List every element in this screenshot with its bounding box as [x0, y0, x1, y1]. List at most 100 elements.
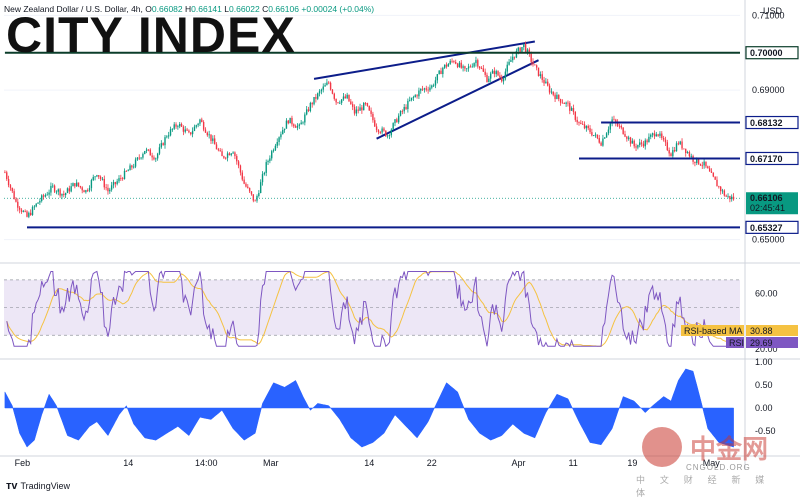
candle-body	[510, 60, 512, 62]
candle-body	[650, 134, 652, 137]
candle-body	[326, 82, 328, 86]
candle-body	[657, 134, 659, 136]
candle-body	[732, 196, 735, 200]
candle-body	[280, 134, 282, 138]
candle-body	[565, 102, 567, 104]
candle-body	[729, 195, 731, 200]
candle-body	[228, 153, 231, 156]
rsi-tag	[746, 337, 798, 348]
candle-body	[42, 195, 45, 197]
candle-body	[701, 165, 703, 167]
candle-body	[635, 146, 637, 148]
candle-body	[710, 171, 713, 173]
candle-body	[114, 182, 117, 184]
candle-body	[243, 179, 245, 184]
time-axis[interactable]: Feb 14 14:00 Mar 14 22 Apr 11 19 May	[15, 458, 721, 468]
candle-body	[344, 96, 347, 99]
candle-body	[431, 85, 433, 88]
candle-body	[105, 187, 107, 189]
candle-body	[587, 125, 589, 129]
candle-body	[383, 128, 385, 131]
trendline[interactable]	[313, 40, 536, 80]
candle-body	[526, 49, 529, 53]
candle-body	[259, 182, 262, 193]
candle-body	[118, 178, 120, 182]
candle-body	[442, 67, 444, 75]
candle-body	[127, 170, 129, 172]
high-value: 0.66141	[191, 4, 222, 14]
candle-body	[7, 179, 10, 186]
candle-body	[53, 185, 56, 192]
candle-body	[125, 170, 128, 172]
candle-body	[52, 185, 54, 187]
candle-body	[79, 186, 82, 188]
watermark-chars: 中金网	[690, 435, 769, 465]
candle-body	[70, 186, 72, 192]
candle-body	[315, 97, 317, 99]
candle-body	[528, 49, 531, 54]
candle-body	[149, 149, 151, 156]
candle-body	[298, 124, 301, 126]
gridlines	[0, 0, 800, 470]
candle-body	[142, 154, 144, 158]
candle-body	[594, 134, 597, 136]
candle-body	[212, 138, 214, 141]
candle-body	[179, 123, 181, 127]
candle-body	[554, 94, 556, 99]
rsi-name: RSI	[729, 338, 744, 348]
candle-body	[539, 74, 542, 76]
candle-body	[524, 43, 527, 53]
candle-body	[328, 82, 330, 84]
candle-body	[631, 140, 634, 144]
candle-body	[269, 158, 271, 162]
candle-body	[11, 187, 13, 192]
candle-body	[445, 64, 448, 67]
candle-body	[629, 137, 632, 144]
candle-body	[714, 176, 716, 180]
candle-body	[144, 151, 146, 155]
high-label: H	[185, 4, 192, 14]
candle-body	[110, 185, 113, 190]
candle-body	[309, 103, 312, 111]
candle-body	[681, 141, 683, 149]
candle-body	[381, 128, 383, 133]
candle-body	[350, 101, 352, 105]
candle-body	[46, 194, 48, 196]
candle-body	[697, 157, 700, 165]
candle-body	[324, 85, 326, 87]
candle-body	[451, 60, 453, 62]
candle-body	[234, 152, 236, 157]
candle-body	[723, 190, 726, 196]
candle-body	[24, 211, 26, 212]
time-tick-label: Mar	[263, 458, 279, 468]
candle-body	[718, 186, 720, 188]
candle-body	[396, 119, 398, 123]
candle-body	[37, 202, 39, 204]
candle-body	[169, 129, 172, 136]
bar-countdown-label: 02:45:41	[750, 203, 785, 213]
candle-body	[236, 156, 238, 162]
candle-body	[499, 75, 501, 78]
candle-body	[289, 117, 291, 124]
price-axis[interactable]: 0.71000 0.69000 0.65000 60.00 20.00 30.88 29.6…	[681, 10, 798, 436]
level-price-tag	[745, 46, 799, 60]
candle-body	[63, 193, 65, 196]
correlation-tick-label: 1.00	[755, 357, 773, 367]
candle-body	[237, 161, 240, 166]
cngold-logo-icon	[642, 427, 682, 467]
candle-body	[550, 91, 553, 93]
candle-body	[640, 142, 643, 144]
tradingview-brand[interactable]: ᴛᴠ TradingView	[6, 480, 70, 492]
candle-body	[648, 136, 650, 143]
candle-body	[611, 119, 613, 124]
candle-body	[488, 78, 490, 83]
candle-body	[605, 133, 608, 138]
candle-body	[201, 119, 203, 123]
trendline[interactable]	[376, 59, 539, 140]
candle-body	[626, 136, 628, 139]
candle-body	[307, 109, 310, 111]
candle-body	[456, 63, 459, 68]
candle-body	[193, 126, 196, 131]
